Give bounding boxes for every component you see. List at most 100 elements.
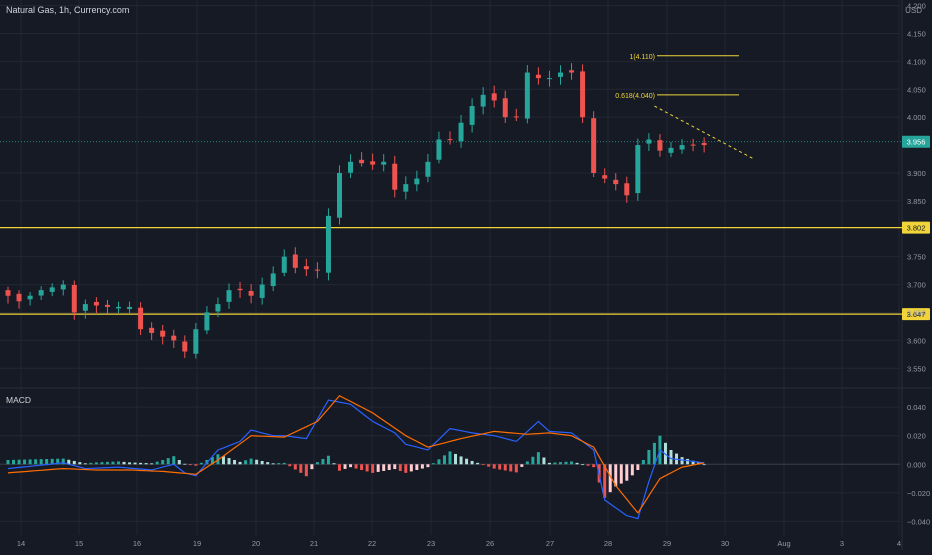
price-tick-label: 3.900 bbox=[907, 169, 926, 178]
candle-body bbox=[679, 145, 685, 150]
macd-histogram-bar bbox=[371, 464, 375, 473]
candle-body bbox=[646, 139, 652, 144]
macd-histogram-bar bbox=[393, 464, 397, 470]
macd-histogram-bar bbox=[12, 459, 16, 465]
macd-histogram-bar bbox=[221, 456, 225, 465]
candle-body bbox=[690, 144, 696, 146]
macd-histogram-bar bbox=[426, 464, 430, 468]
fib-level-label: 1(4.110) bbox=[629, 54, 655, 61]
macd-histogram-bar bbox=[238, 461, 242, 465]
macd-histogram-bar bbox=[459, 456, 463, 465]
candle-body bbox=[535, 74, 541, 79]
macd-histogram-bar bbox=[669, 450, 673, 465]
macd-tick-label: 0.000 bbox=[907, 460, 926, 469]
macd-histogram-bar bbox=[233, 460, 237, 465]
candle-body bbox=[480, 94, 486, 107]
macd-histogram-bar bbox=[409, 464, 413, 472]
macd-histogram-bar bbox=[575, 462, 579, 465]
candle-body bbox=[49, 287, 55, 292]
macd-histogram-bar bbox=[641, 460, 645, 465]
candle-body bbox=[270, 273, 276, 287]
price-tick-label: 3.550 bbox=[907, 364, 926, 373]
macd-histogram-bar bbox=[630, 464, 634, 476]
macd-tick-label: −0.020 bbox=[907, 489, 930, 498]
macd-histogram-bar bbox=[277, 463, 281, 465]
macd-histogram-bar bbox=[404, 464, 408, 473]
macd-histogram-bar bbox=[144, 463, 148, 465]
price-tick-label: 4.050 bbox=[907, 85, 926, 94]
macd-histogram-bar bbox=[111, 461, 115, 465]
macd-histogram-bar bbox=[382, 464, 386, 471]
candle-body bbox=[314, 269, 320, 271]
x-tick-label: Aug bbox=[777, 539, 790, 548]
macd-histogram-bar bbox=[586, 464, 590, 466]
candle-body bbox=[71, 284, 77, 313]
macd-histogram-bar bbox=[702, 464, 706, 466]
price-tick-label: 3.750 bbox=[907, 253, 926, 262]
macd-histogram-bar bbox=[343, 464, 347, 469]
macd-histogram-bar bbox=[39, 459, 43, 465]
x-tick-label: 26 bbox=[486, 539, 494, 548]
x-tick-label: 16 bbox=[133, 539, 141, 548]
macd-histogram-bar bbox=[89, 462, 93, 465]
x-tick-label: 4 bbox=[897, 539, 901, 548]
macd-tick-label: 0.040 bbox=[907, 403, 926, 412]
macd-histogram-bar bbox=[255, 459, 259, 465]
currency-label: USD bbox=[905, 6, 922, 15]
candle-body bbox=[204, 312, 210, 331]
macd-histogram-bar bbox=[177, 460, 181, 465]
candle-body bbox=[226, 290, 232, 302]
candle-body bbox=[469, 106, 475, 125]
candlestick-series bbox=[5, 63, 707, 359]
candle-body bbox=[60, 284, 66, 290]
macd-histogram-bar bbox=[625, 464, 629, 481]
macd-histogram-bar bbox=[128, 462, 132, 465]
macd-histogram-bar bbox=[619, 464, 623, 484]
trendline bbox=[654, 105, 755, 160]
candle-body bbox=[370, 161, 376, 165]
price-tick-label: 3.850 bbox=[907, 197, 926, 206]
macd-histogram-bar bbox=[105, 461, 109, 465]
candle-body bbox=[248, 290, 254, 296]
candle-body bbox=[292, 254, 298, 268]
macd-histogram-bar bbox=[161, 460, 165, 465]
macd-histogram-bar bbox=[94, 462, 98, 465]
macd-histogram-bar bbox=[315, 462, 319, 465]
macd-histogram-bar bbox=[210, 457, 214, 465]
macd-tick-label: −0.040 bbox=[907, 517, 930, 526]
macd-histogram-bar bbox=[415, 464, 419, 470]
level-price-tag bbox=[902, 221, 930, 234]
candle-body bbox=[613, 179, 619, 185]
macd-histogram-bar bbox=[354, 464, 358, 469]
candle-body bbox=[171, 335, 177, 341]
candle-body bbox=[82, 304, 88, 311]
price-tick-label: 4.200 bbox=[907, 2, 926, 11]
macd-histogram-bar bbox=[299, 464, 303, 473]
macd-histogram-bar bbox=[581, 464, 585, 466]
x-tick-label: 14 bbox=[17, 539, 25, 548]
macd-histogram-bar bbox=[536, 452, 540, 465]
candle-body bbox=[5, 290, 11, 296]
candle-body bbox=[546, 78, 552, 80]
candle-body bbox=[237, 288, 243, 291]
macd-histogram-bar bbox=[117, 461, 120, 465]
macd-histogram-bar bbox=[608, 464, 612, 493]
macd-histogram-bar bbox=[481, 464, 485, 466]
macd-histogram-bar bbox=[34, 459, 38, 465]
macd-histogram-bar bbox=[376, 464, 380, 472]
macd-histogram-bar bbox=[72, 460, 76, 465]
macd-histogram-bar bbox=[592, 464, 596, 468]
macd-histogram-bar bbox=[133, 462, 137, 465]
x-tick-label: 19 bbox=[193, 539, 201, 548]
macd-histogram-bar bbox=[100, 462, 104, 465]
macd-histogram-bar bbox=[227, 458, 231, 465]
macd-histogram-bar bbox=[194, 464, 198, 466]
candle-body bbox=[337, 172, 342, 218]
macd-histogram-bar bbox=[45, 459, 49, 465]
price-tick-label: 3.600 bbox=[907, 336, 926, 345]
candle-body bbox=[38, 290, 44, 296]
macd-histogram-bar bbox=[520, 464, 524, 467]
macd-histogram-bar bbox=[365, 464, 369, 472]
candle-body bbox=[436, 139, 442, 160]
